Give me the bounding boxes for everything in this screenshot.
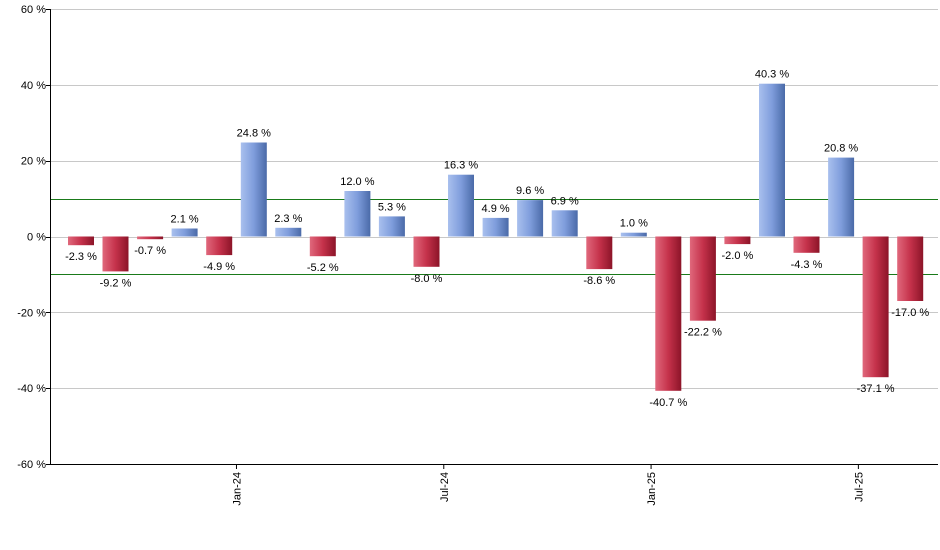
bar — [482, 217, 509, 237]
bar — [620, 232, 647, 237]
bar — [378, 216, 405, 237]
bar — [68, 236, 94, 246]
bar — [240, 142, 267, 237]
axes — [46, 9, 938, 469]
bar — [171, 228, 198, 237]
data-label: -4.3 % — [791, 259, 823, 271]
y-tick-labels: 60 % 40 % 20 % 0 % -20 % -40 % -60 % — [17, 4, 46, 471]
y-tick-label: -60 % — [17, 459, 46, 471]
y-tick-label: 0 % — [27, 232, 46, 244]
data-label: -8.6 % — [583, 275, 615, 287]
bar — [102, 236, 129, 272]
reference-lines — [50, 199, 938, 275]
bar — [344, 191, 371, 237]
x-tick-labels: Jan-24 Jul-24 Jan-25 Jul-25 — [232, 472, 866, 506]
x-tick-label: Jul-24 — [439, 472, 451, 502]
bar — [759, 83, 785, 237]
data-label: -37.1 % — [857, 383, 895, 395]
bar — [551, 210, 578, 237]
data-label: -4.9 % — [203, 261, 235, 273]
bar — [655, 236, 682, 391]
bar — [828, 157, 855, 237]
bar — [793, 236, 820, 253]
bar — [413, 236, 440, 267]
bar — [862, 236, 889, 378]
bar — [586, 236, 613, 270]
y-tick-label: 60 % — [21, 4, 46, 16]
y-tick-label: 40 % — [21, 80, 46, 92]
bar — [724, 236, 751, 245]
bar — [275, 227, 302, 237]
x-tick-label: Jan-24 — [232, 472, 244, 506]
bar — [137, 236, 164, 240]
bar — [897, 236, 924, 301]
y-tick-label: 20 % — [21, 156, 46, 168]
data-label: 16.3 % — [444, 160, 478, 172]
data-label: -8.0 % — [411, 273, 443, 285]
bar — [689, 236, 716, 321]
data-label: -40.7 % — [649, 397, 687, 409]
data-label: -9.2 % — [100, 277, 132, 289]
bar — [517, 200, 544, 237]
bar — [448, 174, 474, 237]
data-labels: -2.3 % -9.2 % -0.7 % 2.1 % -4.9 % 24.8 % 2.3 %… — [65, 69, 929, 409]
data-label: 20.8 % — [824, 143, 858, 155]
data-label: -22.2 % — [684, 327, 722, 339]
data-label: 24.8 % — [237, 128, 271, 140]
bars — [68, 83, 924, 391]
bar — [309, 236, 336, 257]
data-label: 1.0 % — [620, 218, 648, 230]
data-label: 12.0 % — [340, 176, 374, 188]
y-tick-label: -20 % — [17, 307, 46, 319]
data-label: -17.0 % — [891, 307, 929, 319]
x-tick-label: Jan-25 — [646, 472, 658, 506]
data-label: 9.6 % — [516, 185, 544, 197]
data-label: -5.2 % — [307, 262, 339, 274]
data-label: -2.3 % — [65, 251, 97, 263]
data-label: -0.7 % — [134, 245, 166, 257]
data-label: 5.3 % — [378, 201, 406, 213]
data-label: 40.3 % — [755, 69, 789, 81]
x-tick-label: Jul-25 — [853, 472, 865, 502]
data-label: 2.3 % — [274, 213, 302, 225]
data-label: -2.0 % — [722, 250, 754, 262]
bar — [206, 236, 233, 256]
data-label: 4.9 % — [482, 203, 510, 215]
data-label: 2.1 % — [171, 214, 199, 226]
y-tick-label: -40 % — [17, 383, 46, 395]
data-label: 6.9 % — [551, 195, 579, 207]
